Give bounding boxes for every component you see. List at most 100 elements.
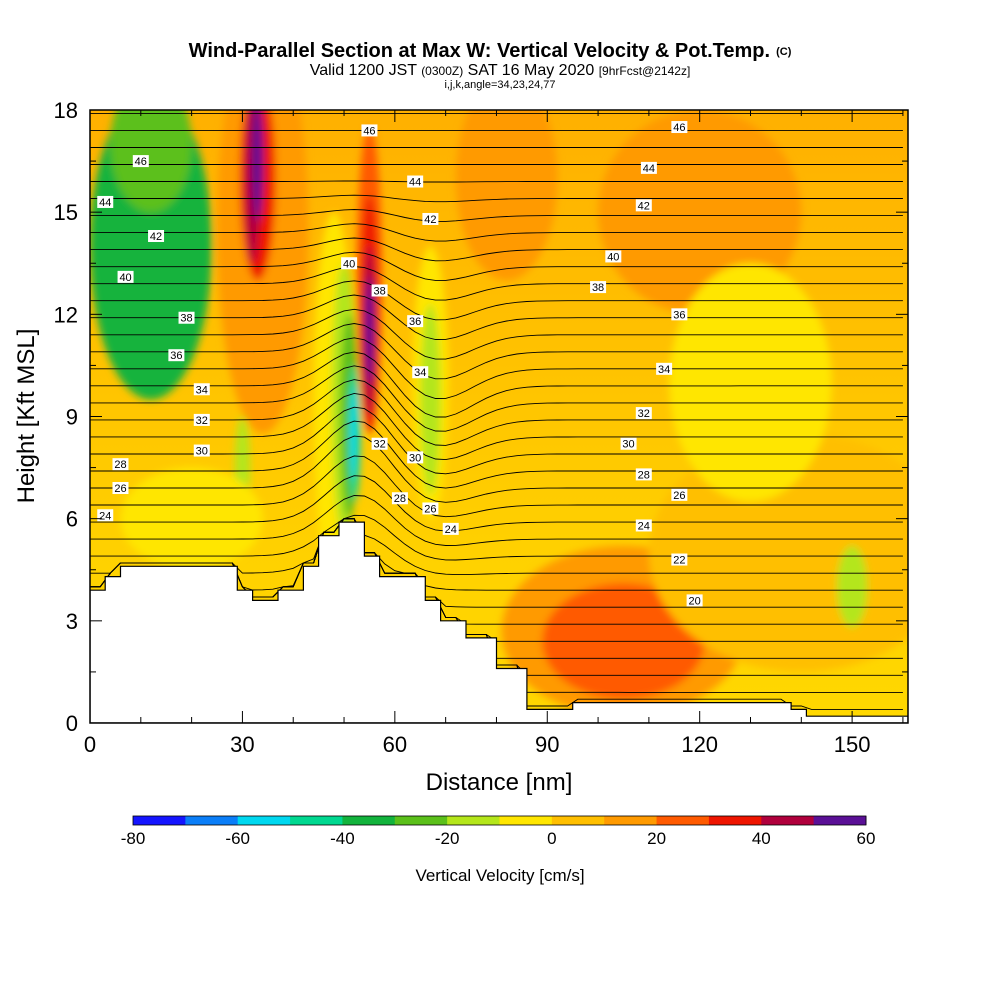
isentrope-label-bg: [193, 383, 210, 396]
isentrope-label: 26: [422, 502, 439, 515]
x-axis: 0 30 60 90 120 150: [84, 110, 904, 757]
isentrope-label: 46: [132, 155, 149, 168]
isentrope-line: [90, 294, 903, 340]
isentrope-label-bg: [635, 407, 652, 420]
isentrope-label-text: 36: [409, 316, 421, 328]
colorbar-frame: [132, 815, 867, 826]
isentrope-label-bg: [671, 121, 688, 134]
isentrope-label-text: 42: [424, 214, 436, 226]
isentrope-label-bg: [371, 437, 388, 450]
isentrope-label: 36: [407, 315, 424, 328]
isentrope-label-text: 46: [673, 122, 685, 134]
isentrope-label-bg: [178, 311, 195, 324]
isentrope-label: 32: [635, 407, 652, 420]
isentrope-label: 46: [361, 124, 378, 137]
y-tick-label: 3: [66, 609, 78, 634]
x-axis-label: Distance [nm]: [426, 769, 573, 796]
isentrope-label: 40: [605, 250, 622, 263]
plot-area: 46 44 42 40 38 36 34 32 30 28 26 24 46 44 42 40 38 36 34 32…: [90, 110, 908, 723]
isentrope-label: 24: [442, 522, 459, 536]
isentrope-line: [90, 475, 903, 532]
isentrope-label-text: 40: [343, 258, 355, 270]
isentrope-label: 38: [371, 284, 388, 297]
isentrope-label: 42: [148, 230, 165, 243]
isentrope-label-text: 36: [673, 309, 685, 321]
colorbar-tick-label: -20: [435, 829, 460, 848]
isentrope-line: [90, 514, 903, 561]
isentrope-label-bg: [671, 308, 688, 321]
isentrope-line: [90, 194, 903, 203]
isentrope-line: [90, 379, 903, 446]
isentrope-label-bg: [112, 458, 129, 471]
colorbar-tick-label: -80: [121, 829, 146, 848]
velocity-cell: [836, 545, 868, 628]
isentrope-label-text: 44: [643, 163, 655, 175]
isentrope-label-text: 32: [638, 408, 650, 420]
isentrope-line: [90, 251, 903, 281]
isentrope-label: 24: [97, 509, 114, 522]
isentrope-line: [90, 455, 903, 518]
isentrope-label-bg: [671, 553, 688, 566]
velocity-cell: [120, 467, 263, 570]
isentrope-label-text: 24: [638, 520, 650, 532]
isentrope-label-bg: [620, 437, 637, 450]
isentrope-label-bg: [640, 161, 657, 174]
colorbar-swatch: [656, 816, 710, 825]
isentrope-label: 30: [407, 451, 424, 464]
isentrope-label: 28: [391, 492, 408, 505]
isentrope-label: 32: [193, 413, 210, 427]
colorbar-label: Vertical Velocity [cm/s]: [415, 866, 584, 885]
colorbar-swatch: [185, 816, 239, 825]
isentrope-label: 44: [640, 161, 657, 175]
isentrope-label: 44: [407, 175, 424, 189]
isentrope-label-text: 28: [394, 493, 406, 505]
isentrope-label-text: 30: [622, 439, 634, 451]
isentrope-label-bg: [193, 413, 210, 426]
isentrope-label-bg: [605, 250, 622, 263]
isentrope-label: 30: [620, 437, 637, 451]
isentrope-label: 40: [341, 257, 358, 270]
isentrope-line: [90, 308, 903, 360]
colorbar-tick-label: 40: [752, 829, 771, 848]
y-tick-label: 9: [66, 405, 78, 430]
isentrope-label-bg: [407, 175, 424, 188]
colorbar-swatch: [761, 816, 815, 825]
isentrope-label: 34: [412, 366, 429, 379]
isentrope-label: 30: [193, 444, 210, 458]
isentrope-label: 24: [635, 519, 652, 532]
x-tick-label: 120: [681, 732, 718, 757]
isentrope-label: 34: [656, 362, 673, 376]
isentrope-label-text: 26: [673, 490, 685, 502]
isentrope-label-bg: [361, 124, 378, 137]
colorbar-tick-label: 60: [857, 829, 876, 848]
isentrope-line: [90, 495, 903, 546]
isentrope-label: 38: [178, 311, 195, 325]
isentrope-label: 32: [371, 437, 388, 451]
isentrope-label: 36: [671, 308, 688, 321]
isentrope-label-bg: [422, 212, 439, 225]
isentrope-label-bg: [671, 488, 688, 501]
isentrope-label-bg: [371, 284, 388, 297]
colorbar: -80 -60 -40 -20 0 20 40 60: [121, 815, 876, 848]
isentrope-label-bg: [442, 522, 459, 535]
isentrope-label-text: 38: [373, 285, 385, 297]
isentrope-label-bg: [635, 199, 652, 212]
isentrope-line: [90, 337, 903, 399]
y-tick-label: 12: [54, 302, 78, 327]
colorbar-swatch: [342, 816, 396, 825]
isentrope-label-bg: [412, 366, 429, 379]
chart-indices: i,j,k,angle=34,23,24,77: [444, 79, 555, 91]
colorbar-swatch: [813, 816, 867, 825]
isentrope-line: [90, 392, 903, 461]
isentrope-label: 34: [193, 383, 210, 396]
isentrope-label-text: 28: [114, 459, 126, 471]
isentrope-label-text: 28: [638, 469, 650, 481]
isentrope-line: [90, 351, 903, 418]
isentrope-label-text: 46: [135, 156, 147, 168]
velocity-cell: [420, 304, 441, 495]
colorbar-swatch: [499, 816, 553, 825]
isentrope-line: [90, 280, 903, 321]
colorbar-swatch: [604, 816, 658, 825]
isentrope-label-bg: [391, 492, 408, 505]
